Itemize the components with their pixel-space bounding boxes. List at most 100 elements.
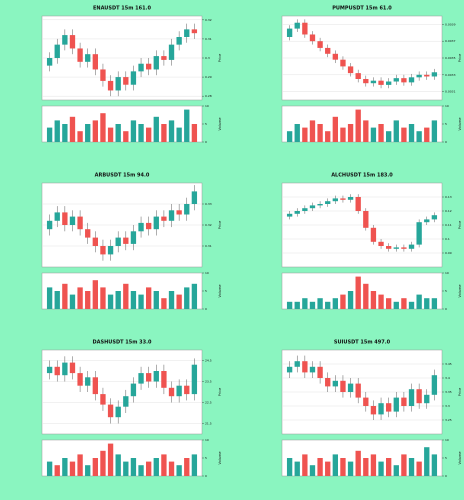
chart-title: ALCHUSDT 15m 183.0 bbox=[331, 173, 393, 179]
volume-bar bbox=[340, 294, 346, 309]
candle-body bbox=[62, 362, 68, 376]
volume-bar bbox=[130, 458, 137, 476]
y-axis-label: Price bbox=[218, 388, 222, 397]
volume-bar bbox=[309, 465, 316, 476]
candle-body bbox=[115, 77, 121, 91]
candle-body bbox=[46, 58, 53, 66]
chart-title: PUMPUSDT 15m 61.0 bbox=[332, 6, 392, 12]
y-tick-label: 0.31 bbox=[205, 37, 212, 41]
candle-body bbox=[332, 53, 338, 60]
y-tick-label: 0.33 bbox=[205, 202, 212, 206]
candle-body bbox=[54, 212, 60, 221]
y-tick-label: 10 bbox=[205, 438, 209, 442]
volume-bar bbox=[54, 120, 60, 142]
y-tick-label: 0.11 bbox=[445, 223, 452, 227]
volume-bar bbox=[370, 454, 377, 476]
y-tick-label: 5 bbox=[445, 456, 447, 460]
volume-bar bbox=[393, 465, 399, 476]
candle-body bbox=[85, 229, 91, 238]
candle-body bbox=[309, 205, 316, 209]
y-tick-label: 3.45 bbox=[445, 362, 452, 366]
y-axis-label: Price bbox=[458, 388, 462, 397]
volume-bar bbox=[138, 294, 144, 309]
candle-body bbox=[184, 29, 190, 37]
y-tick-label: 0.1 bbox=[445, 237, 450, 241]
volume-bar bbox=[153, 291, 159, 309]
candle-body bbox=[393, 247, 399, 249]
candle-body bbox=[302, 22, 308, 35]
candle-body bbox=[184, 385, 190, 395]
candle-body bbox=[332, 198, 338, 202]
y-tick-label: 0 bbox=[445, 140, 447, 144]
candle-body bbox=[130, 383, 137, 397]
volume-bar bbox=[107, 294, 114, 309]
candle-body bbox=[168, 210, 175, 221]
candle-body bbox=[146, 63, 152, 70]
candle-body bbox=[431, 215, 438, 220]
candle-body bbox=[69, 35, 76, 49]
y-tick-label: 0 bbox=[205, 307, 207, 311]
candle-body bbox=[168, 44, 175, 60]
volume-bar bbox=[184, 287, 190, 309]
candle-body bbox=[401, 78, 407, 83]
candle-body bbox=[107, 404, 114, 418]
y-tick-label: 0.12 bbox=[445, 209, 452, 213]
y-tick-label: 5 bbox=[445, 289, 447, 293]
volume-bar bbox=[115, 291, 121, 309]
y-tick-label: 0 bbox=[205, 474, 207, 478]
candle-body bbox=[309, 366, 316, 373]
candle-body bbox=[325, 378, 331, 387]
volume-bar bbox=[46, 287, 53, 309]
candle-body bbox=[340, 59, 346, 67]
y-tick-label: 0 bbox=[445, 307, 447, 311]
candle-body bbox=[332, 380, 338, 387]
candle-body bbox=[431, 72, 438, 77]
y-tick-label: 3.25 bbox=[445, 418, 452, 422]
candle-body bbox=[46, 220, 53, 230]
volume-bar bbox=[408, 124, 415, 142]
candle-body bbox=[176, 37, 182, 45]
candle-body bbox=[424, 219, 430, 223]
candle-body bbox=[370, 80, 377, 84]
volume-bar bbox=[153, 458, 159, 476]
volume-bar bbox=[138, 124, 144, 142]
volume-bar bbox=[286, 131, 293, 142]
volume-bar bbox=[347, 124, 354, 142]
candle-body bbox=[294, 361, 300, 367]
volume-panel bbox=[41, 105, 203, 143]
candle-body bbox=[286, 366, 293, 373]
candle-body bbox=[370, 406, 377, 415]
volume-bar bbox=[340, 127, 346, 142]
candle-body bbox=[138, 373, 144, 384]
volume-bar bbox=[401, 298, 407, 309]
volume-bar bbox=[325, 461, 331, 476]
volume-bar bbox=[69, 461, 76, 476]
y-tick-label: 5 bbox=[205, 456, 207, 460]
candle-body bbox=[115, 237, 121, 246]
candle-body bbox=[100, 246, 106, 255]
candle-body bbox=[153, 216, 159, 230]
candle-body bbox=[161, 56, 167, 60]
volume-bar bbox=[408, 458, 415, 476]
volume-bar bbox=[363, 458, 369, 476]
volume-bar bbox=[378, 461, 384, 476]
volume-bar bbox=[431, 120, 438, 142]
y-tick-label: 0.3 bbox=[205, 56, 210, 60]
volume-bar bbox=[332, 454, 338, 476]
candle-body bbox=[153, 56, 159, 70]
volume-bar bbox=[191, 454, 198, 476]
y-axis-label: Volume bbox=[458, 284, 462, 297]
chart-title: SUIUSDT 15m 497.0 bbox=[334, 340, 391, 346]
y-tick-label: 3.4 bbox=[445, 376, 450, 380]
volume-bar bbox=[302, 298, 308, 309]
volume-bar bbox=[92, 280, 98, 309]
candle-body bbox=[176, 385, 182, 397]
candle-body bbox=[69, 216, 76, 225]
volume-bar bbox=[431, 298, 438, 309]
volume-bar bbox=[386, 298, 392, 309]
candle-body bbox=[370, 227, 377, 242]
volume-bar bbox=[176, 465, 182, 476]
volume-bar bbox=[62, 124, 68, 142]
y-tick-label: 24.5 bbox=[205, 359, 212, 363]
